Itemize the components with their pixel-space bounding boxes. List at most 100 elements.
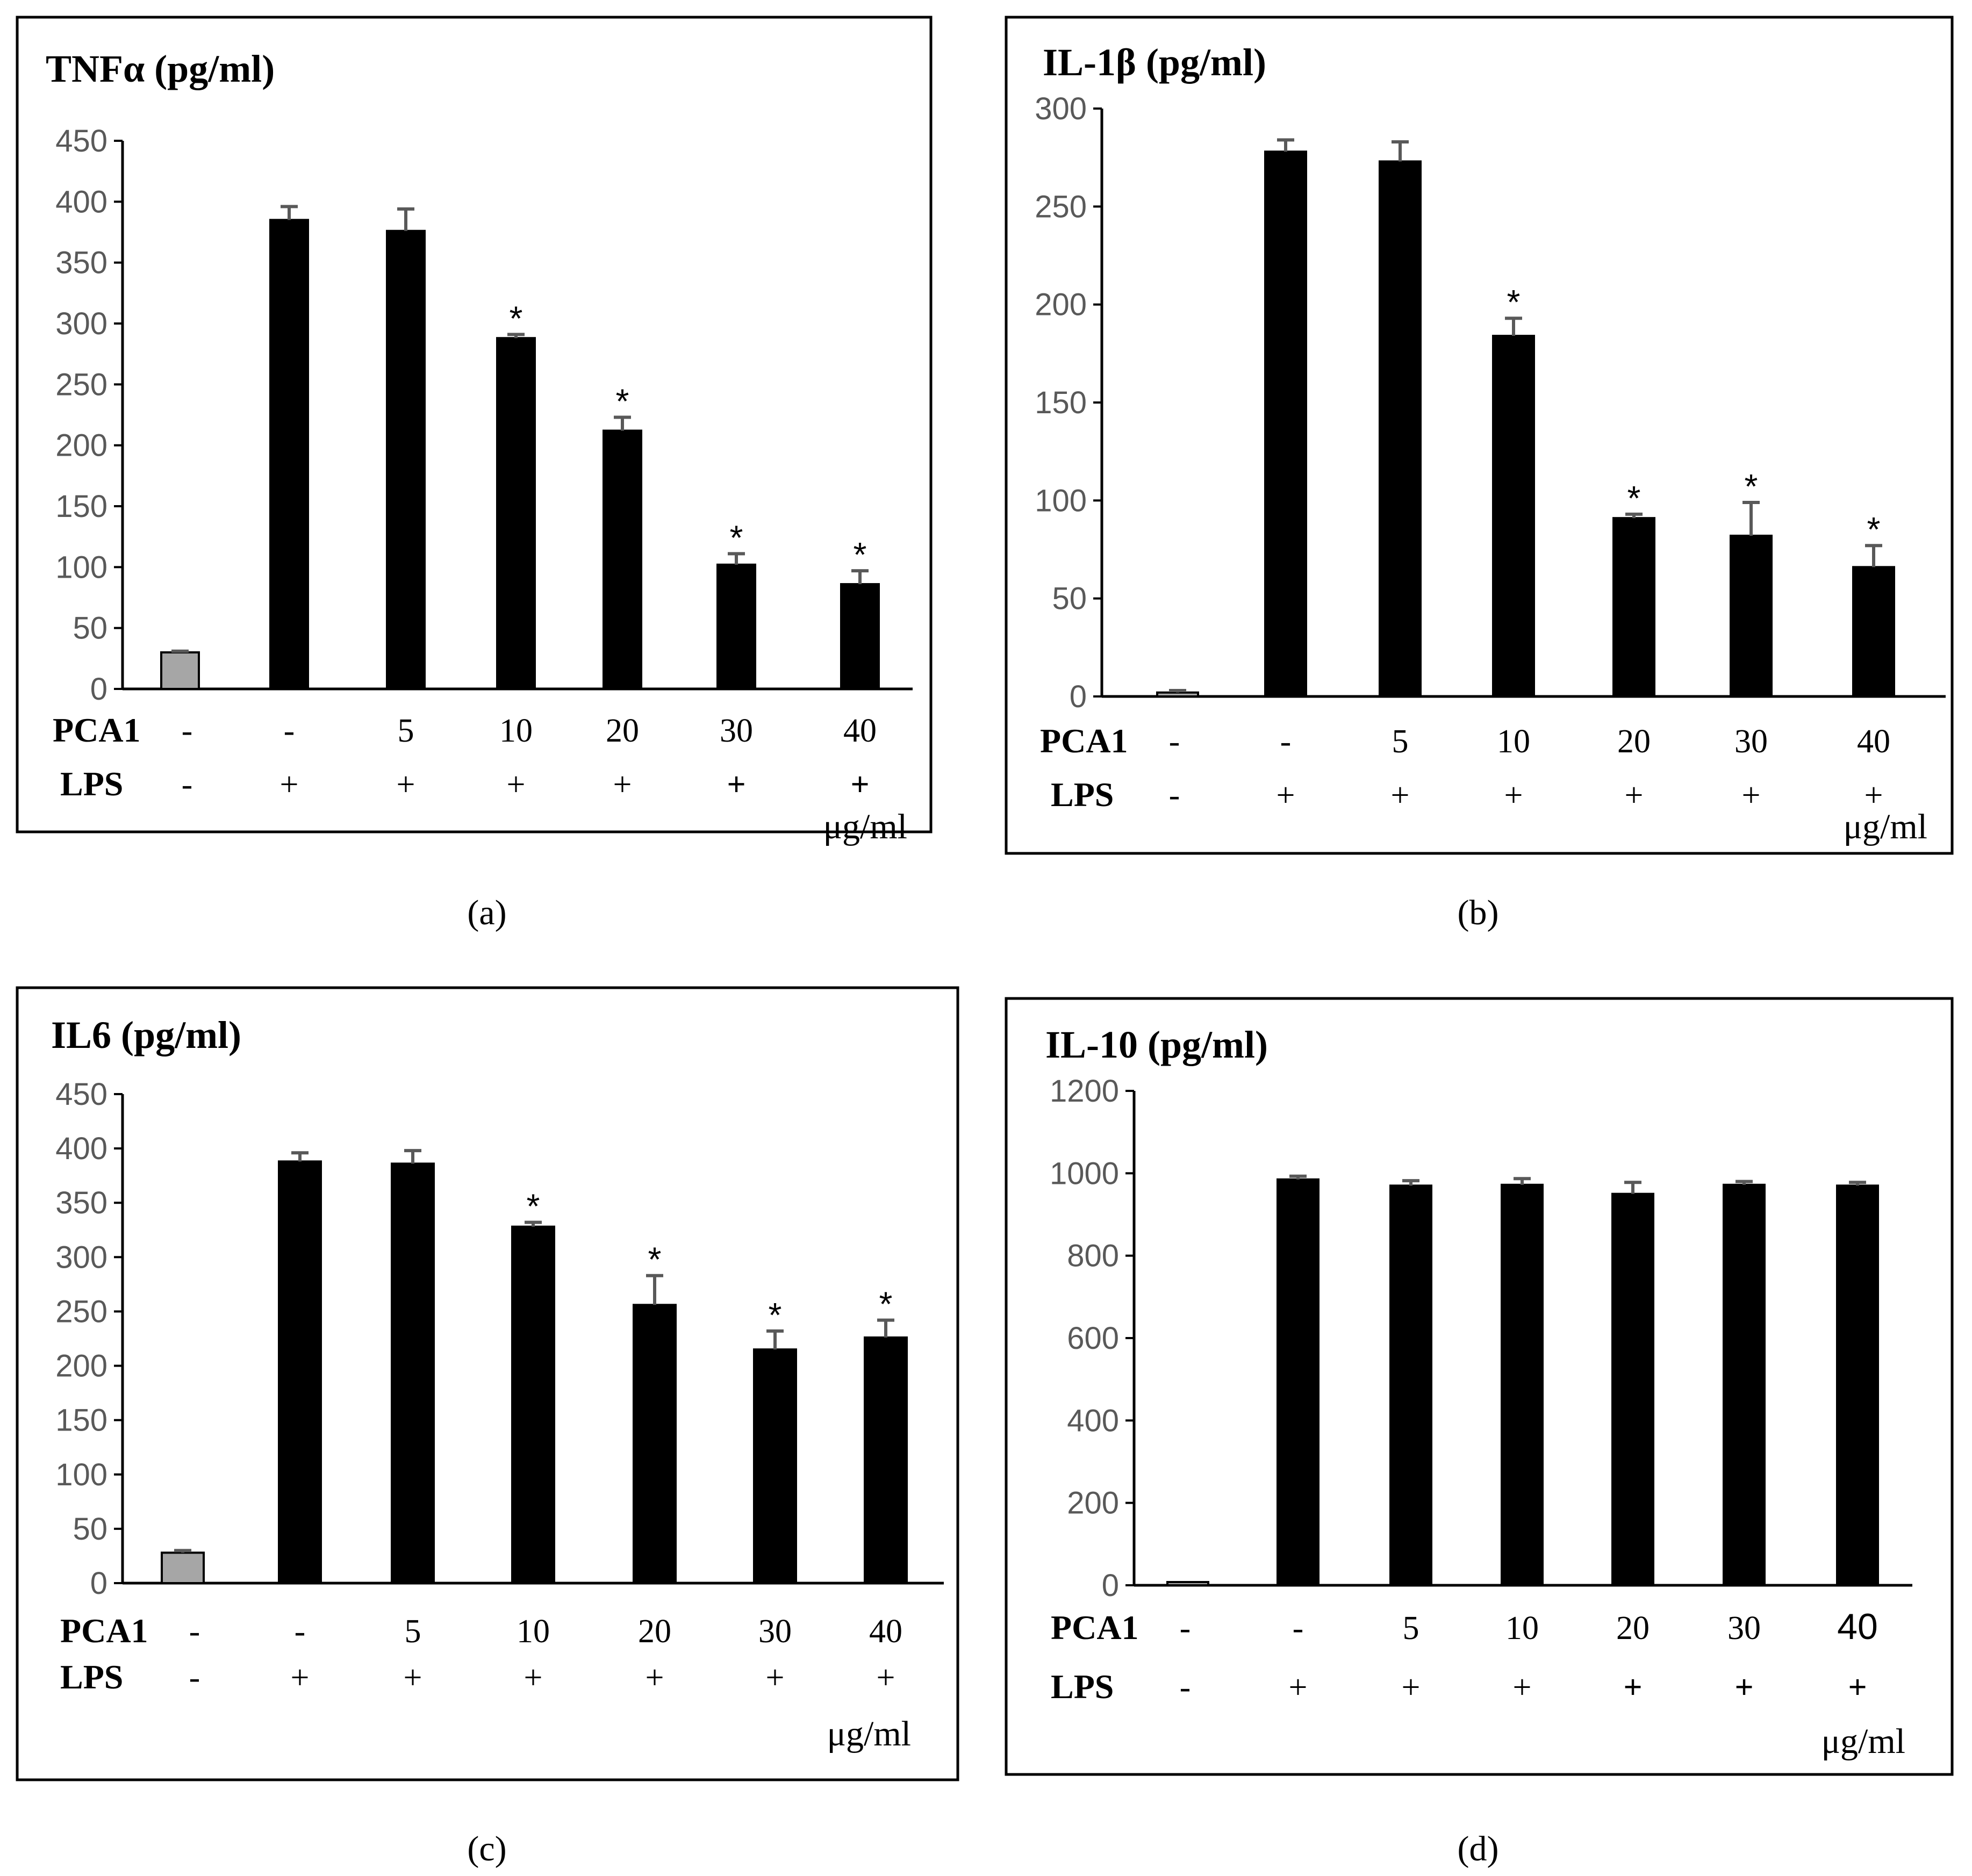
- bar: [1264, 150, 1307, 698]
- y-tick-label: 1000: [1050, 1156, 1119, 1191]
- bar: [386, 229, 426, 690]
- y-tick-label: 200: [55, 1349, 107, 1384]
- lps-value: +: [1277, 777, 1295, 814]
- lps-value: -: [1169, 777, 1180, 814]
- y-tick-label: 0: [1102, 1568, 1119, 1603]
- bar: [1156, 691, 1199, 698]
- lps-value: +: [1625, 777, 1644, 814]
- pca1-value: 5: [1403, 1610, 1419, 1647]
- lps-value: +: [1623, 1669, 1642, 1706]
- y-tick-label: 50: [73, 611, 107, 646]
- lps-value: +: [507, 766, 526, 803]
- significance-star: *: [730, 518, 743, 557]
- pca1-value: 5: [1392, 723, 1409, 760]
- bar: [1730, 534, 1773, 698]
- pca1-value: 10: [499, 713, 533, 749]
- lps-value: +: [397, 766, 415, 803]
- lps-value: +: [1391, 777, 1410, 814]
- pca1-value: 5: [398, 713, 414, 749]
- significance-star: *: [527, 1187, 540, 1226]
- pca1-value: 30: [758, 1613, 792, 1650]
- chart-title: IL6 (pg/ml): [51, 1014, 241, 1056]
- lps-value: +: [1402, 1669, 1421, 1706]
- y-tick-label: 350: [55, 246, 107, 281]
- significance-star: *: [1627, 479, 1641, 517]
- y-tick-label: 150: [1035, 385, 1087, 420]
- y-tick-label: 1200: [1050, 1074, 1119, 1109]
- lps-value: +: [613, 766, 632, 803]
- bar: [1852, 566, 1895, 698]
- bar: [840, 583, 880, 690]
- bar: [278, 1160, 322, 1584]
- pca1-row-label: PCA1: [1040, 722, 1128, 760]
- bar: [1379, 160, 1422, 698]
- y-tick-label: 100: [55, 550, 107, 585]
- y-tick-label: 400: [1067, 1403, 1119, 1438]
- lps-value: +: [727, 766, 745, 803]
- significance-star: *: [769, 1296, 782, 1334]
- lps-value: +: [646, 1659, 664, 1696]
- significance-star: *: [879, 1285, 893, 1324]
- panel-frame: [1005, 997, 1954, 1776]
- bar: [160, 651, 200, 690]
- y-tick-label: 800: [1067, 1239, 1119, 1274]
- bar: [1277, 1178, 1320, 1586]
- lps-value: +: [766, 1659, 785, 1696]
- pca1-value: 20: [1616, 1610, 1650, 1647]
- lps-value: -: [1180, 1669, 1191, 1706]
- lps-value: +: [877, 1659, 895, 1696]
- y-tick-label: 250: [55, 367, 107, 402]
- pca1-row-label: PCA1: [60, 1612, 148, 1650]
- lps-row-label: LPS: [60, 765, 123, 803]
- y-tick-label: 0: [1070, 679, 1087, 714]
- panel-a: TNFα (pg/ml) 0 50 100 150 200 250 300 350 400 450 *…: [16, 16, 933, 932]
- y-tick-label: 400: [55, 184, 107, 219]
- panel-label: (c): [467, 1829, 506, 1868]
- bar: [1492, 335, 1535, 698]
- pca1-value: 10: [1497, 723, 1530, 760]
- lps-value: +: [1742, 777, 1761, 814]
- x-unit-label: μg/ml: [1844, 807, 1927, 846]
- lps-value: +: [1734, 1669, 1753, 1706]
- y-tick-label: 150: [55, 489, 107, 524]
- bar: [864, 1336, 908, 1584]
- bar: [753, 1348, 797, 1584]
- bar: [511, 1225, 555, 1585]
- lps-value: +: [291, 1659, 310, 1696]
- significance-star: *: [510, 299, 523, 337]
- pca1-value: 10: [517, 1613, 550, 1650]
- bar: [1611, 1192, 1654, 1587]
- y-tick-label: 400: [55, 1131, 107, 1166]
- y-tick-label: 450: [55, 124, 107, 159]
- pca1-row-label: PCA1: [53, 711, 141, 749]
- pca1-value: 5: [405, 1613, 421, 1650]
- pca1-value: 40: [1837, 1606, 1878, 1647]
- pca1-value: 40: [1857, 723, 1890, 760]
- lps-value: +: [280, 766, 299, 803]
- lps-value: +: [404, 1659, 422, 1696]
- bar: [633, 1304, 677, 1584]
- lps-value: +: [1513, 1669, 1532, 1706]
- significance-star: *: [616, 382, 629, 421]
- panel-c: IL6 (pg/ml) 0 50 100 150 200 250 300 350 400 450 * *…: [16, 986, 959, 1868]
- y-tick-label: 50: [73, 1512, 107, 1547]
- lps-value: +: [1504, 777, 1523, 814]
- pca1-value: 40: [843, 713, 877, 749]
- significance-star: *: [1867, 510, 1881, 549]
- significance-star: *: [854, 535, 867, 574]
- bar: [161, 1551, 205, 1584]
- pca1-value: -: [1169, 723, 1180, 760]
- pca1-value: -: [1180, 1610, 1191, 1647]
- lps-row-label: LPS: [1051, 1667, 1114, 1706]
- lps-value: +: [524, 1659, 543, 1696]
- bar: [1389, 1184, 1432, 1586]
- lps-row-label: LPS: [1051, 775, 1114, 814]
- pca1-value: 10: [1505, 1610, 1539, 1647]
- pca1-value: -: [189, 1613, 200, 1650]
- y-tick-label: 200: [1067, 1486, 1119, 1521]
- y-tick-label: 300: [55, 306, 107, 341]
- x-unit-label: μg/ml: [1822, 1722, 1905, 1761]
- y-tick-label: 0: [90, 1566, 107, 1601]
- panel-label: (a): [467, 893, 506, 932]
- bar: [1723, 1183, 1766, 1587]
